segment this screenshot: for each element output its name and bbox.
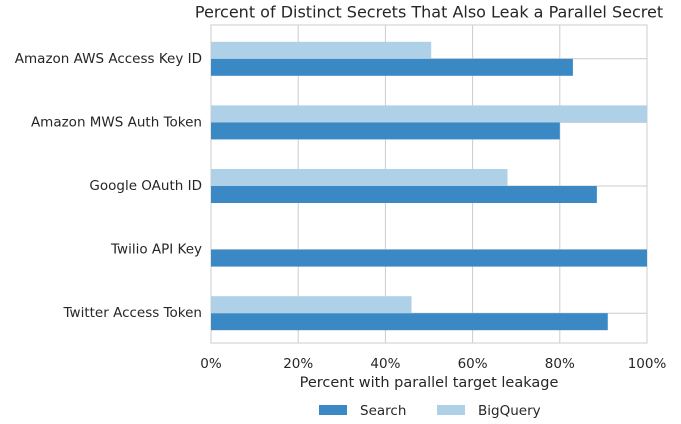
bar bbox=[211, 313, 608, 331]
legend-swatch bbox=[319, 405, 347, 415]
chart-title: Percent of Distinct Secrets That Also Le… bbox=[195, 3, 663, 22]
bar bbox=[211, 41, 432, 59]
bar bbox=[211, 186, 597, 203]
y-tick-label: Amazon MWS Auth Token bbox=[31, 114, 202, 130]
x-tick-label: 20% bbox=[283, 356, 313, 372]
x-tick-label: 100% bbox=[628, 356, 667, 372]
bar bbox=[211, 122, 560, 140]
y-tick-label: Twitter Access Token bbox=[63, 305, 202, 321]
bar bbox=[211, 249, 647, 267]
bar bbox=[211, 105, 647, 123]
y-tick-label: Google OAuth ID bbox=[89, 178, 202, 194]
legend-label: BigQuery bbox=[478, 403, 541, 419]
y-tick-label: Amazon AWS Access Key ID bbox=[15, 51, 202, 67]
x-tick-label: 80% bbox=[545, 356, 575, 372]
legend-swatch bbox=[437, 405, 465, 415]
legend-label: Search bbox=[360, 403, 406, 419]
x-tick-label: 40% bbox=[370, 356, 400, 372]
bar bbox=[211, 169, 508, 186]
bar bbox=[211, 296, 412, 314]
x-tick-label: 60% bbox=[458, 356, 488, 372]
y-tick-label: Twilio API Key bbox=[110, 242, 202, 258]
x-axis-label: Percent with parallel target leakage bbox=[300, 375, 559, 391]
bar bbox=[211, 58, 573, 76]
x-tick-label: 0% bbox=[200, 356, 222, 372]
